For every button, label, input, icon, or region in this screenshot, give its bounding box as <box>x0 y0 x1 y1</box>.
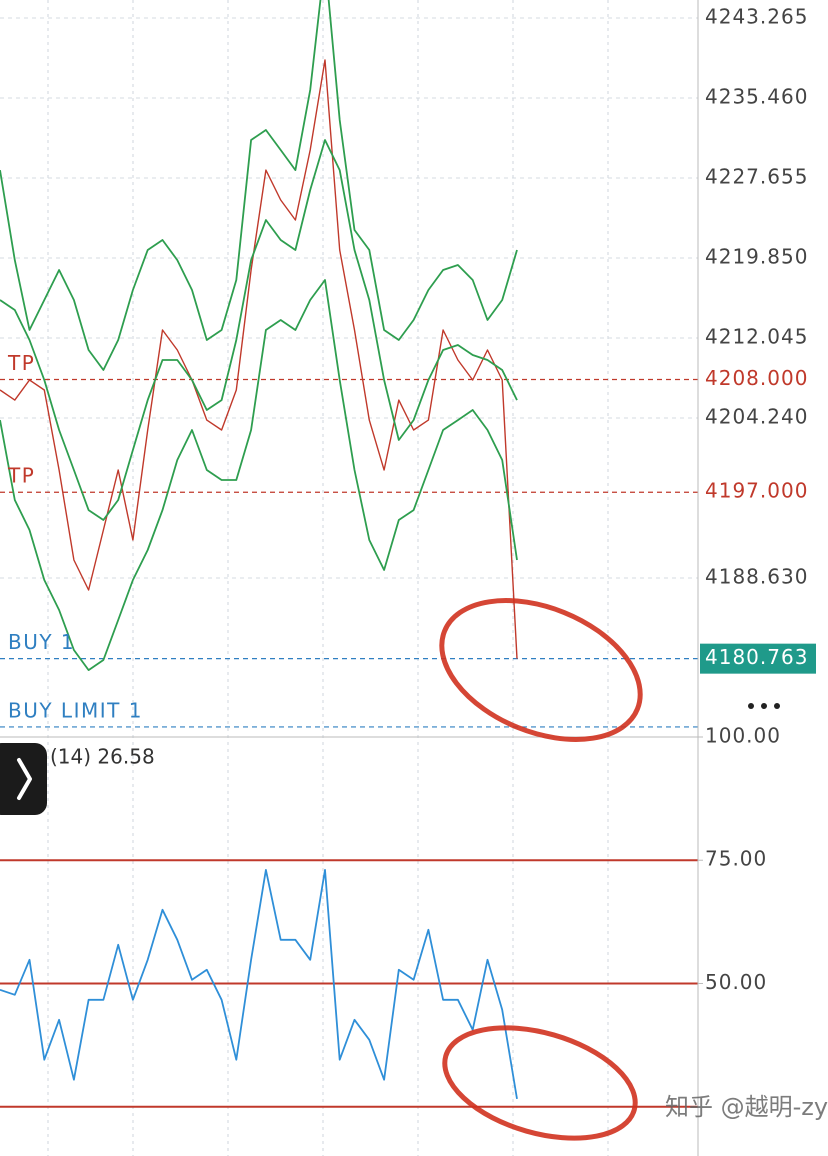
level-value-label: 4197.000 <box>705 479 808 503</box>
current-price-label: 4180.763 <box>705 645 808 669</box>
series-line <box>0 59 518 659</box>
y-tick-label: 4235.460 <box>705 84 808 108</box>
plot-area <box>0 859 698 1108</box>
y-tick-label: 4188.630 <box>705 565 808 589</box>
level-name: BUY 1 <box>8 630 75 654</box>
level-name: BUY LIMIT 1 <box>8 698 143 722</box>
highlight-ellipse <box>439 598 643 742</box>
series-line <box>0 279 518 671</box>
level-label-bg <box>700 479 818 506</box>
y-tick-label: 75.00 <box>705 847 767 871</box>
series-line <box>0 0 518 371</box>
y-tick-label: 100.00 <box>705 724 781 748</box>
current-price-box <box>700 643 816 674</box>
level-name: TP <box>7 464 35 488</box>
y-tick-label: 4204.240 <box>705 405 808 429</box>
y-tick-label: 4243.265 <box>705 4 808 28</box>
level-label-bg <box>700 366 818 393</box>
highlight-ellipse <box>442 1025 638 1141</box>
y-tick-label: 50.00 <box>705 970 767 994</box>
plot-area <box>0 0 698 728</box>
series-line <box>0 869 518 1100</box>
y-tick-label: 4227.655 <box>705 164 808 188</box>
menu-dots[interactable] <box>748 703 780 709</box>
watermark: 知乎 @越明-zy <box>665 1093 828 1121</box>
level-value-label: 4208.000 <box>705 366 808 390</box>
y-tick-label: 4219.850 <box>705 245 808 269</box>
series-line <box>0 139 518 521</box>
level-name: TP <box>7 351 35 375</box>
y-tick-label: 4212.045 <box>705 325 808 349</box>
indicator-title: (14) 26.58 <box>50 745 155 769</box>
panel-toggle[interactable] <box>0 743 47 815</box>
